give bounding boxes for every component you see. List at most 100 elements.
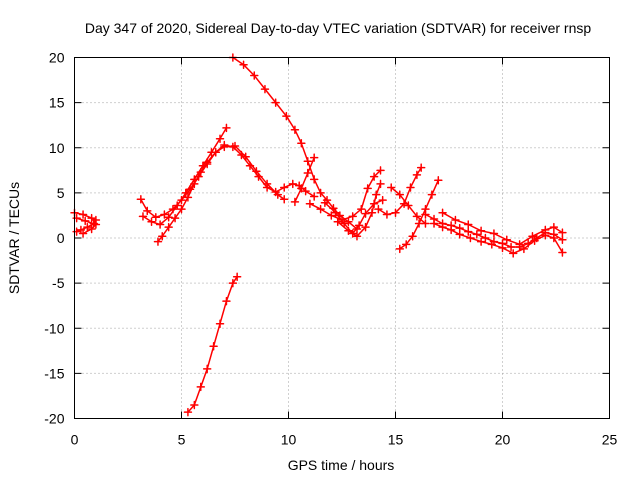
data-point	[309, 175, 319, 184]
data-point	[230, 141, 240, 151]
data-point	[476, 237, 486, 246]
data-point	[250, 71, 259, 80]
data-point	[309, 192, 319, 201]
data-point	[404, 201, 413, 210]
data-point	[395, 244, 405, 254]
data-point	[354, 221, 364, 230]
data-point	[241, 152, 250, 162]
data-point	[508, 249, 518, 258]
series-arc-12	[374, 163, 426, 219]
data-point	[181, 188, 191, 198]
series-line	[433, 222, 564, 255]
series-line	[232, 56, 358, 230]
data-point	[305, 199, 315, 208]
data-point	[222, 123, 231, 133]
data-point	[271, 98, 280, 107]
y-tick-label: -20	[44, 411, 64, 427]
data-point	[386, 183, 396, 192]
chart-title: Day 347 of 2020, Sidereal Day-to-day VTE…	[85, 20, 591, 36]
data-point	[519, 244, 529, 254]
y-tick-label: 10	[49, 140, 65, 156]
data-point	[367, 208, 377, 217]
data-point	[87, 213, 96, 223]
data-point	[303, 168, 313, 178]
x-tick-label: 15	[388, 432, 404, 448]
data-point	[502, 235, 512, 245]
data-point	[303, 157, 313, 166]
data-point	[260, 84, 270, 94]
series-arc-6	[183, 272, 242, 417]
data-point	[361, 209, 370, 218]
data-point	[211, 148, 220, 157]
y-tick-label: 5	[57, 185, 65, 201]
data-point	[196, 167, 206, 177]
data-point	[215, 319, 225, 328]
data-point	[309, 153, 319, 162]
data-point	[515, 240, 524, 249]
data-point	[344, 217, 353, 227]
data-point	[506, 242, 516, 252]
data-point	[87, 224, 96, 234]
y-axis-label: SDTVAR / TECUs	[6, 182, 22, 294]
series-line	[187, 276, 238, 413]
series-line	[157, 145, 285, 243]
data-point	[202, 364, 212, 374]
x-tick-label: 5	[178, 432, 186, 448]
data-point	[464, 220, 473, 229]
data-point	[147, 217, 156, 227]
data-point	[344, 226, 353, 236]
data-point	[262, 179, 272, 189]
series-arc-17	[438, 208, 567, 249]
data-point	[464, 227, 473, 236]
data-point	[202, 157, 212, 167]
data-point	[352, 231, 362, 241]
data-point	[427, 190, 437, 199]
data-point	[333, 217, 342, 227]
data-point	[558, 248, 567, 257]
data-point	[455, 230, 464, 239]
data-point	[279, 194, 289, 204]
data-point	[438, 222, 447, 232]
axis-ticks: 0 5 10 15 20 25 -20 -15 -10 -5 0 5 10 15 20	[44, 50, 617, 448]
series-arc-14	[395, 175, 443, 254]
data-point	[297, 184, 306, 193]
data-point	[451, 215, 460, 225]
data-point	[541, 225, 550, 235]
data-point	[196, 382, 206, 392]
data-point	[83, 222, 92, 232]
x-tick-label: 20	[495, 432, 511, 448]
data-point	[481, 233, 490, 243]
data-point	[472, 230, 482, 239]
data-point	[301, 186, 310, 196]
data-point	[183, 193, 193, 202]
data-point	[378, 195, 387, 205]
data-point	[434, 175, 443, 185]
series-arc-2	[72, 213, 101, 238]
series-arc-7	[228, 53, 362, 234]
series-arc-13	[386, 183, 430, 228]
data-point	[288, 179, 298, 189]
x-tick-label: 0	[71, 432, 79, 448]
data-point	[558, 235, 567, 245]
data-point	[138, 212, 148, 221]
data-point	[369, 172, 379, 181]
y-tick-label: -5	[52, 275, 65, 291]
data-point	[160, 210, 169, 219]
data-point	[153, 237, 163, 246]
data-point	[78, 210, 88, 219]
data-point	[466, 233, 475, 243]
data-point	[376, 166, 385, 175]
data-point	[331, 208, 340, 217]
data-point	[489, 229, 499, 238]
data-point	[549, 222, 559, 232]
series-line	[324, 199, 384, 235]
series-arc-11	[333, 179, 385, 241]
x-tick-label: 25	[602, 432, 618, 448]
data-point	[279, 183, 289, 192]
data-point	[91, 220, 101, 229]
data-point	[164, 222, 173, 232]
data-point	[316, 204, 325, 214]
data-point	[498, 243, 507, 253]
data-point	[155, 220, 165, 229]
